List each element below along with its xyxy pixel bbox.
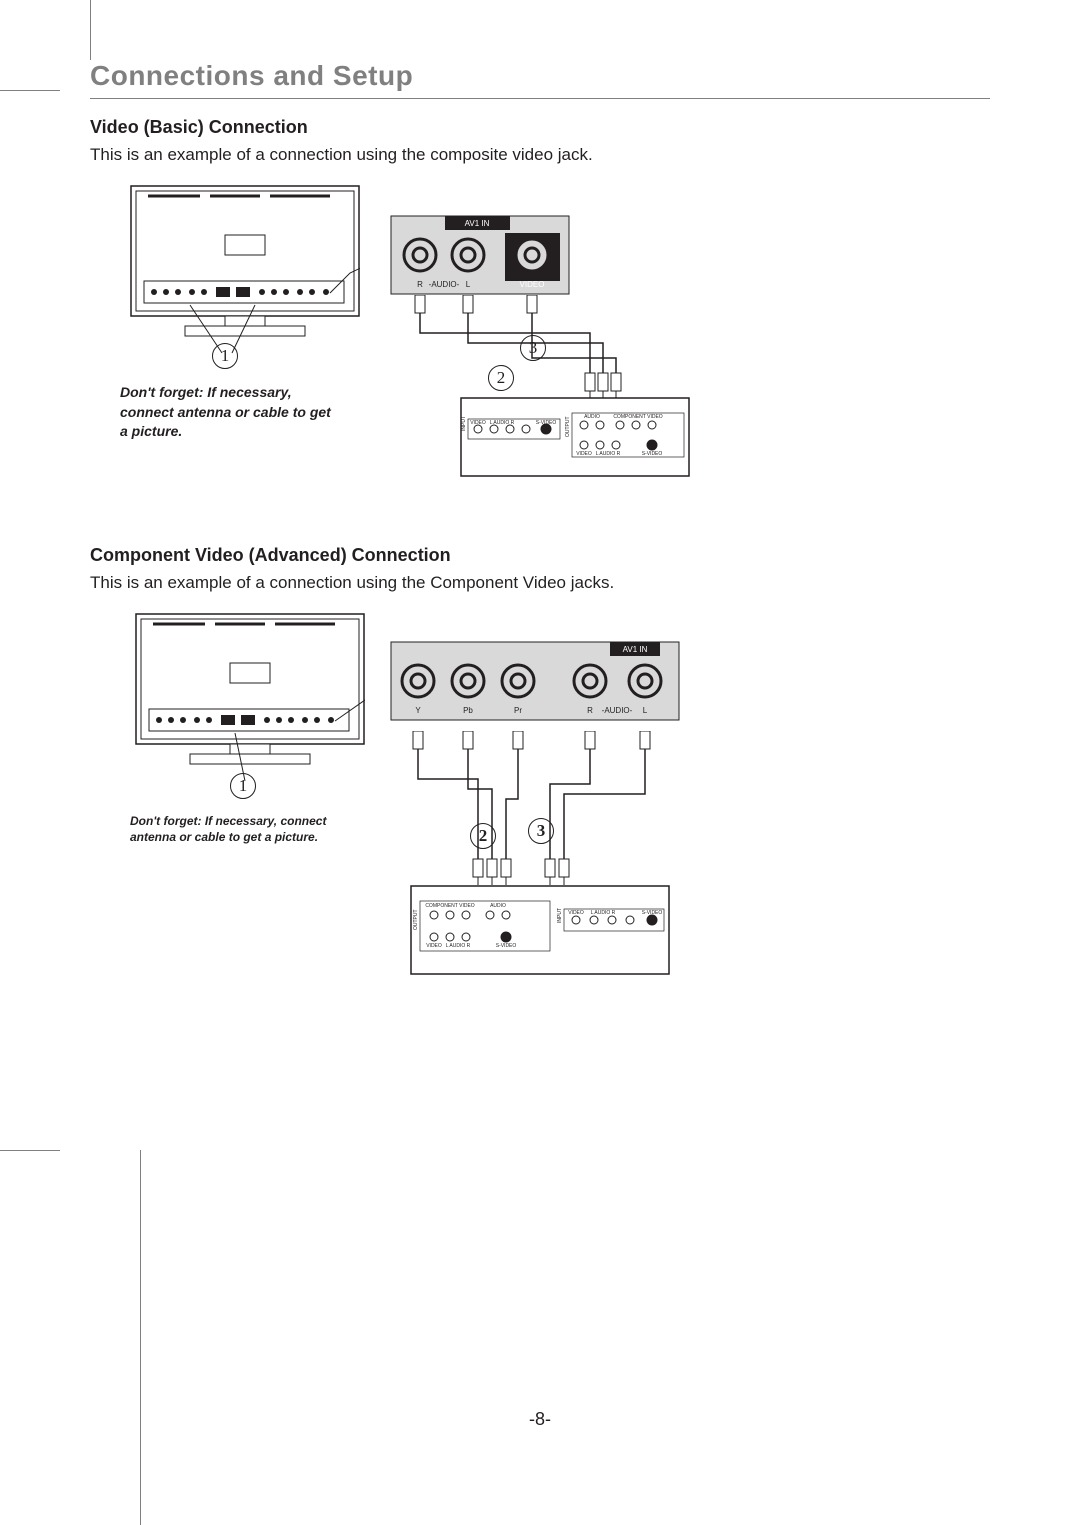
- svg-text:OUTPUT: OUTPUT: [413, 909, 419, 930]
- diagram-component: 1 Don't forget: If necessary, connect an…: [90, 613, 990, 1033]
- source-device-basic: INPUT VIDEO L AUDIO R S-VIDEO OUTPUT AUD…: [460, 397, 690, 477]
- svg-text:INPUT: INPUT: [461, 416, 467, 431]
- svg-text:AV1 IN: AV1 IN: [465, 219, 490, 228]
- svg-text:R: R: [417, 280, 423, 289]
- tv-back-illustration: [130, 185, 360, 355]
- marker-2-b: 2: [470, 823, 496, 849]
- component-note: Don't forget: If necessary, connect ante…: [130, 813, 330, 845]
- page-number: -8-: [90, 1409, 990, 1430]
- av1-panel-basic: AV1 IN R -AUDIO- L VIDEO: [390, 215, 570, 305]
- source-device-component: OUTPUT COMPONENT VIDEO AUDIO VIDEO L AUD…: [410, 885, 670, 975]
- section-component-body: This is an example of a connection using…: [90, 572, 990, 595]
- svg-text:AUDIO: AUDIO: [490, 903, 506, 909]
- svg-text:VIDEO: VIDEO: [426, 943, 442, 949]
- svg-text:VIDEO: VIDEO: [520, 280, 545, 289]
- svg-text:Y: Y: [415, 706, 421, 715]
- svg-text:L AUDIO R: L AUDIO R: [446, 943, 471, 949]
- svg-text:L: L: [466, 280, 471, 289]
- svg-text:VIDEO: VIDEO: [568, 910, 584, 916]
- svg-text:R: R: [587, 706, 593, 715]
- svg-text:INPUT: INPUT: [557, 908, 563, 923]
- svg-text:-AUDIO-: -AUDIO-: [602, 706, 633, 715]
- title-rule: [90, 98, 990, 99]
- page-title: Connections and Setup: [90, 60, 990, 92]
- svg-text:L AUDIO R: L AUDIO R: [596, 451, 621, 457]
- basic-note: Don't forget: If necessary, connect ante…: [120, 383, 340, 442]
- marker-3: 3: [520, 335, 546, 361]
- marker-2: 2: [488, 365, 514, 391]
- svg-text:L: L: [643, 706, 648, 715]
- tv-back-illustration-2: [135, 613, 365, 783]
- svg-text:-AUDIO-: -AUDIO-: [429, 280, 460, 289]
- svg-text:Pr: Pr: [514, 706, 522, 715]
- marker-3-b: 3: [528, 818, 554, 844]
- svg-text:L AUDIO R: L AUDIO R: [591, 910, 616, 916]
- av1-panel-component: AV1 IN Y Pb Pr R -AUDIO- L: [390, 641, 680, 731]
- svg-text:S-VIDEO: S-VIDEO: [642, 451, 663, 457]
- svg-text:VIDEO: VIDEO: [576, 451, 592, 457]
- svg-text:OUTPUT: OUTPUT: [565, 416, 571, 437]
- svg-text:AV1 IN: AV1 IN: [623, 645, 648, 654]
- svg-text:COMPONENT VIDEO: COMPONENT VIDEO: [613, 414, 662, 420]
- marker-1: 1: [212, 343, 238, 369]
- svg-text:S-VIDEO: S-VIDEO: [536, 420, 557, 426]
- diagram-basic: 1 Don't forget: If necessary, connect an…: [90, 185, 990, 515]
- svg-text:S-VIDEO: S-VIDEO: [496, 943, 517, 949]
- section-basic-body: This is an example of a connection using…: [90, 144, 990, 167]
- svg-text:VIDEO: VIDEO: [470, 420, 486, 426]
- svg-text:L AUDIO R: L AUDIO R: [490, 420, 515, 426]
- section-component-heading: Component Video (Advanced) Connection: [90, 545, 990, 566]
- svg-text:AUDIO: AUDIO: [584, 414, 600, 420]
- svg-text:S-VIDEO: S-VIDEO: [642, 910, 663, 916]
- svg-text:COMPONENT VIDEO: COMPONENT VIDEO: [425, 903, 474, 909]
- svg-text:Pb: Pb: [463, 706, 473, 715]
- section-basic-heading: Video (Basic) Connection: [90, 117, 990, 138]
- marker-1-b: 1: [230, 773, 256, 799]
